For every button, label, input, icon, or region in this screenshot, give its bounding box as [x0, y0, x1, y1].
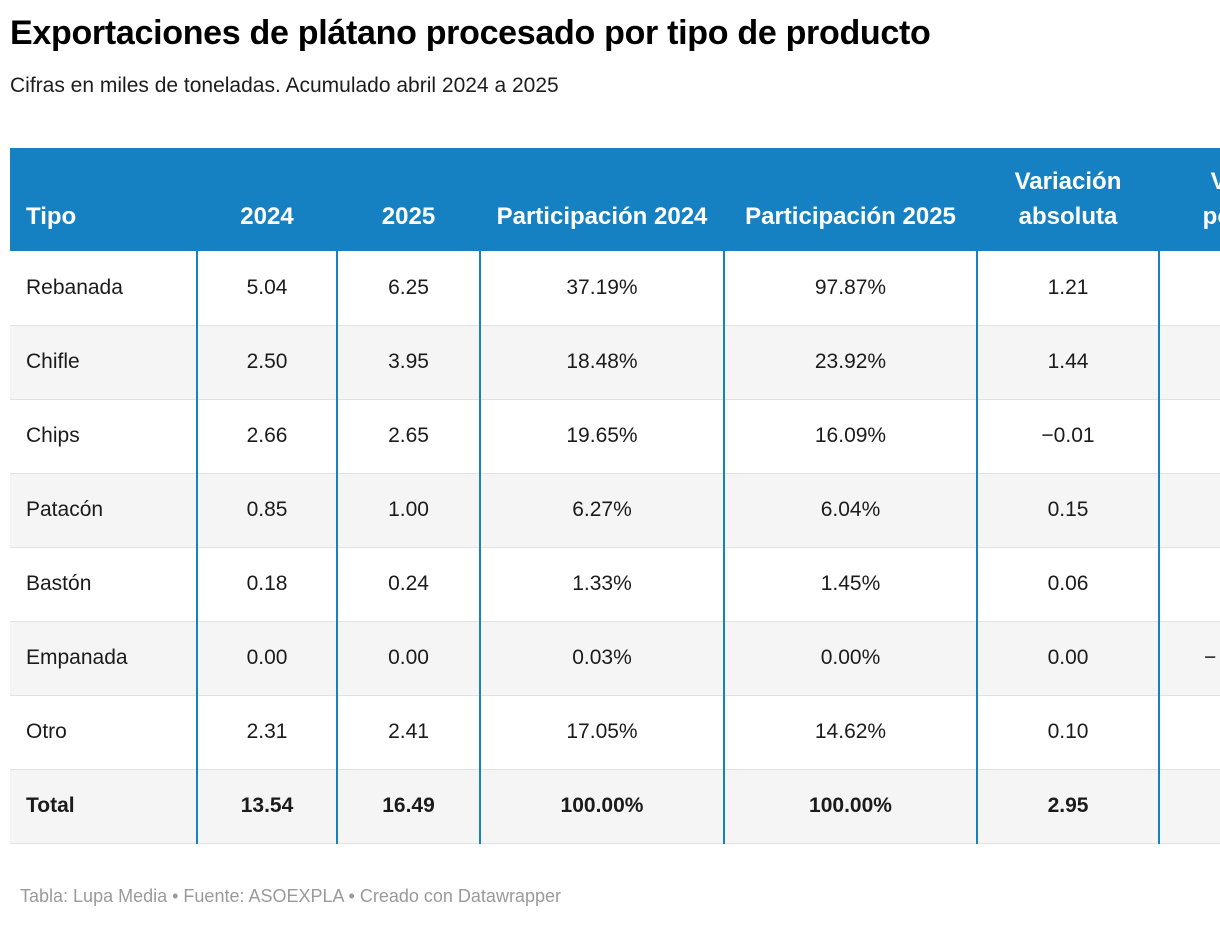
- attribution-source-link[interactable]: ASOEXPLA: [248, 885, 344, 906]
- table-row-otro: Otro 2.31 2.41 17.05% 14.62% 0.10: [10, 694, 1220, 770]
- cell-variacion-absoluta: 2.95: [976, 768, 1159, 844]
- header-row: Tipo 2024 2025 Participación 2024 Partic…: [10, 148, 1220, 252]
- attribution-footer: Tabla: Lupa Media • Fuente: ASOEXPLA • C…: [20, 885, 1220, 908]
- attribution-table-credit-link[interactable]: Lupa Media: [73, 885, 168, 906]
- cell-variacion-porcentual: [1158, 768, 1220, 844]
- table-row-baston: Bastón 0.18 0.24 1.33% 1.45% 0.06: [10, 546, 1220, 622]
- cell-variacion-porcentual: −: [1158, 620, 1220, 696]
- attribution-separator: • Fuente:: [167, 885, 249, 906]
- cell-participacion-2025: 6.04%: [723, 472, 977, 548]
- page-subtitle: Cifras en miles de toneladas. Acumulado …: [10, 73, 559, 97]
- col-header-variacion-porcentual: Variación porcentual: [1159, 148, 1220, 252]
- cell-participacion-2025: 14.62%: [723, 694, 977, 770]
- cell-participacion-2024: 100.00%: [479, 768, 724, 844]
- cell-variacion-porcentual: [1158, 324, 1220, 400]
- cell-2024: 0.00: [196, 620, 337, 696]
- cell-participacion-2024: 37.19%: [479, 251, 724, 326]
- table-row-rebanada: Rebanada 5.04 6.25 37.19% 97.87% 1.21: [10, 251, 1220, 326]
- table-row-chifle: Chifle 2.50 3.95 18.48% 23.92% 1.44: [10, 324, 1220, 400]
- table-row-chips: Chips 2.66 2.65 19.65% 16.09% −0.01: [10, 398, 1220, 474]
- cell-2025: 3.95: [336, 324, 480, 400]
- cell-variacion-porcentual: [1158, 251, 1220, 326]
- cell-participacion-2024: 0.03%: [479, 620, 724, 696]
- table-body: Rebanada 5.04 6.25 37.19% 97.87% 1.21 Ch…: [10, 251, 1220, 844]
- cell-variacion-absoluta: 0.15: [976, 472, 1159, 548]
- cell-variacion-porcentual: [1158, 694, 1220, 770]
- col-header-2025: 2025: [337, 148, 480, 252]
- exports-table: Tipo 2024 2025 Participación 2024 Partic…: [10, 148, 1220, 844]
- cell-2024: 2.66: [196, 398, 337, 474]
- cell-variacion-absoluta: 0.00: [976, 620, 1159, 696]
- cell-participacion-2024: 6.27%: [479, 472, 724, 548]
- cell-participacion-2025: 97.87%: [723, 251, 977, 326]
- cell-participacion-2024: 17.05%: [479, 694, 724, 770]
- cell-participacion-2025: 23.92%: [723, 324, 977, 400]
- col-header-2024: 2024: [197, 148, 337, 252]
- cell-variacion-porcentual: [1158, 398, 1220, 474]
- attribution-table-label: Tabla:: [20, 885, 74, 906]
- cell-2025: 6.25: [336, 251, 480, 326]
- cell-participacion-2024: 18.48%: [479, 324, 724, 400]
- cell-2025: 0.00: [336, 620, 480, 696]
- cell-variacion-porcentual: [1158, 546, 1220, 622]
- table-scroll-area[interactable]: Tipo 2024 2025 Participación 2024 Partic…: [10, 148, 1220, 844]
- col-header-variacion-absoluta: Variación absoluta: [977, 148, 1159, 252]
- cell-tipo: Chifle: [10, 324, 197, 400]
- cell-2025: 1.00: [336, 472, 480, 548]
- cell-tipo: Chips: [10, 398, 197, 474]
- col-header-participacion-2024: Participación 2024: [480, 148, 724, 252]
- attribution-separator: • Creado con: [343, 885, 458, 906]
- cell-variacion-absoluta: −0.01: [976, 398, 1159, 474]
- cell-participacion-2025: 0.00%: [723, 620, 977, 696]
- cell-variacion-absoluta: 0.10: [976, 694, 1159, 770]
- table-header: Tipo 2024 2025 Participación 2024 Partic…: [10, 148, 1220, 252]
- table-row-patacon: Patacón 0.85 1.00 6.27% 6.04% 0.15: [10, 472, 1220, 548]
- cell-tipo: Bastón: [10, 546, 197, 622]
- cell-2024: 2.31: [196, 694, 337, 770]
- cell-variacion-absoluta: 1.44: [976, 324, 1159, 400]
- col-header-participacion-2025: Participación 2025: [724, 148, 977, 252]
- table-row-total: Total 13.54 16.49 100.00% 100.00% 2.95: [10, 768, 1220, 844]
- cell-participacion-2024: 1.33%: [479, 546, 724, 622]
- cell-participacion-2025: 100.00%: [723, 768, 977, 844]
- col-header-tipo: Tipo: [10, 148, 197, 252]
- cell-tipo: Otro: [10, 694, 197, 770]
- cell-variacion-absoluta: 1.21: [976, 251, 1159, 326]
- cell-2025: 0.24: [336, 546, 480, 622]
- cell-tipo: Rebanada: [26, 275, 123, 299]
- table-row-empanada: Empanada 0.00 0.00 0.03% 0.00% 0.00 −: [10, 620, 1220, 696]
- page-title: Exportaciones de plátano procesado por t…: [10, 14, 931, 52]
- cell-participacion-2025: 16.09%: [723, 398, 977, 474]
- cell-2024: 2.50: [196, 324, 337, 400]
- cell-2025: 2.41: [336, 694, 480, 770]
- cell-2024: 13.54: [196, 768, 337, 844]
- cell-participacion-2025: 1.45%: [723, 546, 977, 622]
- cell-variacion-porcentual: [1158, 472, 1220, 548]
- cell-2024: 5.04: [196, 251, 337, 326]
- cell-tipo: Empanada: [10, 620, 197, 696]
- cell-2024: 0.85: [196, 472, 337, 548]
- cell-tipo: Total: [10, 768, 197, 844]
- cell-2025: 16.49: [336, 768, 480, 844]
- cell-2025: 2.65: [336, 398, 480, 474]
- cell-participacion-2024: 19.65%: [479, 398, 724, 474]
- attribution-datawrapper-link[interactable]: Datawrapper: [457, 885, 561, 906]
- cell-2024: 0.18: [196, 546, 337, 622]
- cell-tipo: Patacón: [10, 472, 197, 548]
- cell-variacion-absoluta: 0.06: [976, 546, 1159, 622]
